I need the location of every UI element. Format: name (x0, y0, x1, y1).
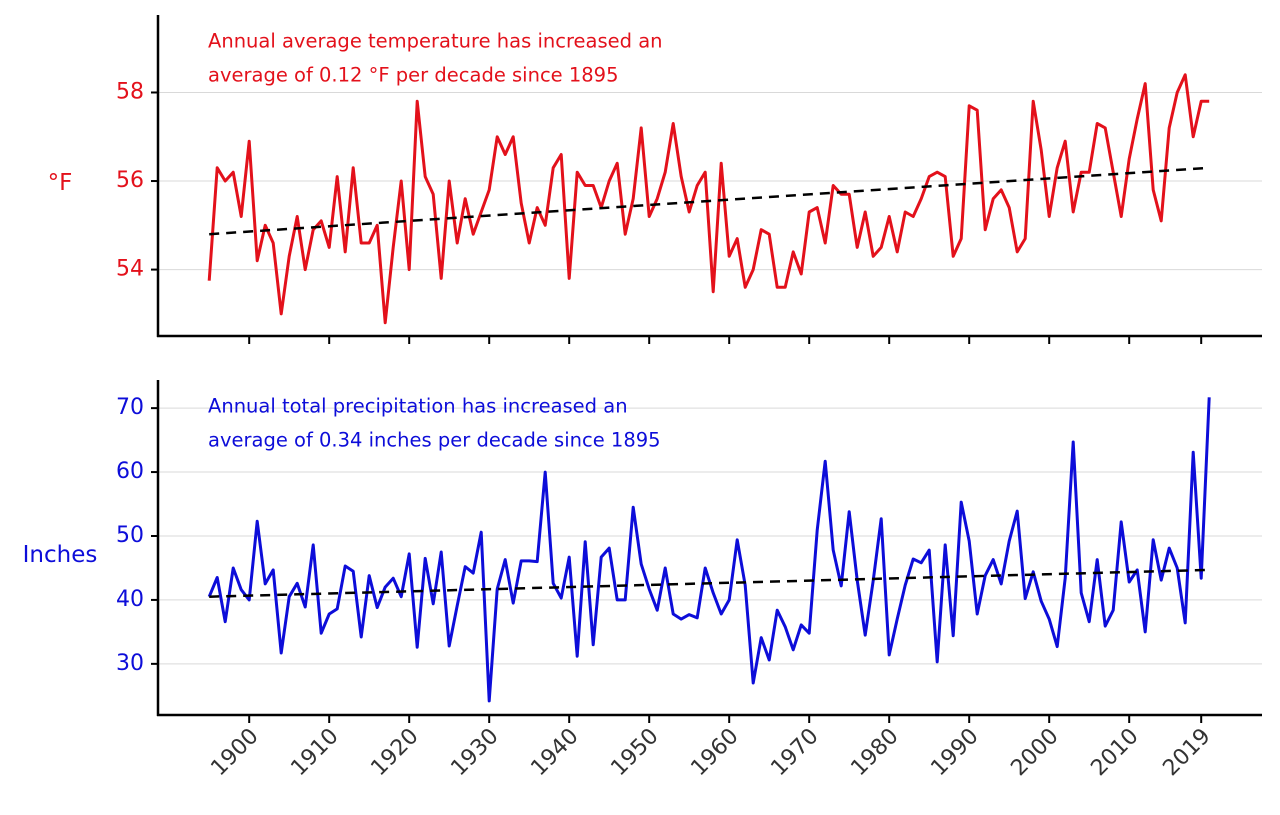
x-tick-label: 1950 (606, 724, 663, 781)
y-tick-label: 40 (116, 587, 144, 612)
x-tick-label: 1970 (766, 724, 823, 781)
annotation: Annual total precipitation has increased… (208, 395, 628, 418)
x-tick-label: 1930 (446, 724, 503, 781)
x-tick-label: 1980 (846, 724, 903, 781)
y-tick-label: 56 (116, 168, 144, 193)
y-axis-label: Inches (23, 542, 98, 568)
trend-line (209, 568, 1210, 598)
trend-line (209, 166, 1210, 236)
y-tick-label: 30 (116, 651, 144, 676)
x-tick-label: 1910 (286, 724, 343, 781)
x-tick-label: 1960 (686, 724, 743, 781)
annotation: average of 0.34 inches per decade since … (208, 429, 661, 452)
x-tick-label: 1990 (926, 724, 983, 781)
x-tick-label: 2010 (1086, 724, 1143, 781)
x-tick-label: 1920 (366, 724, 423, 781)
y-tick-label: 58 (116, 79, 144, 104)
y-axis-label: °F (48, 170, 73, 196)
y-tick-label: 70 (116, 395, 144, 420)
x-tick-label: 1940 (526, 724, 583, 781)
data-line (207, 397, 1211, 703)
y-tick-label: 50 (116, 523, 144, 548)
x-tick-label: 2019 (1158, 724, 1215, 781)
annotation: Annual average temperature has increased… (208, 30, 663, 53)
x-tick-label: 1900 (206, 724, 263, 781)
y-tick-label: 60 (116, 459, 144, 484)
annotation: average of 0.12 °F per decade since 1895 (208, 64, 619, 87)
x-tick-label: 2000 (1006, 724, 1063, 781)
data-line (207, 73, 1210, 325)
y-tick-label: 54 (116, 257, 144, 282)
